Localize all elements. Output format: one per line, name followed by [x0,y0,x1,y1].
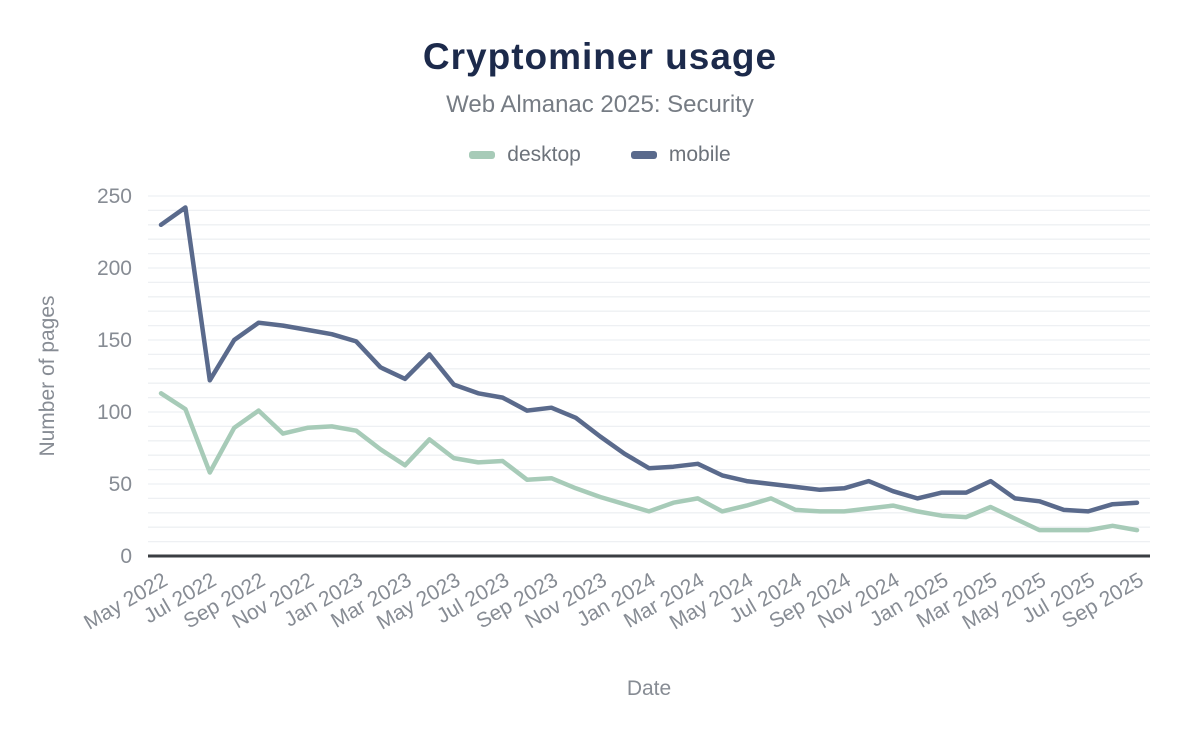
chart-subtitle: Web Almanac 2025: Security [446,91,754,118]
legend: desktop mobile [0,143,1200,167]
legend-label-desktop: desktop [507,143,581,166]
legend-item-mobile[interactable]: mobile [630,143,731,167]
legend-label-mobile: mobile [668,143,731,166]
y-tick-label: 250 [97,185,132,208]
series-line-mobile [158,205,1140,514]
series-line-desktop [158,391,1140,533]
y-tick-label: 200 [97,257,132,280]
legend-item-desktop[interactable]: desktop [469,143,581,167]
chart-title: Cryptominer usage [422,36,778,77]
mobile-swatch-icon [630,151,657,159]
desktop-swatch-icon [469,151,496,159]
y-tick-label: 150 [97,329,132,352]
x-axis-title: Date [626,677,672,700]
y-tick-label: 0 [120,545,132,568]
y-tick-label: 100 [97,401,132,424]
y-axis-title: Number of pages [36,295,59,457]
y-tick-label: 50 [109,473,132,496]
